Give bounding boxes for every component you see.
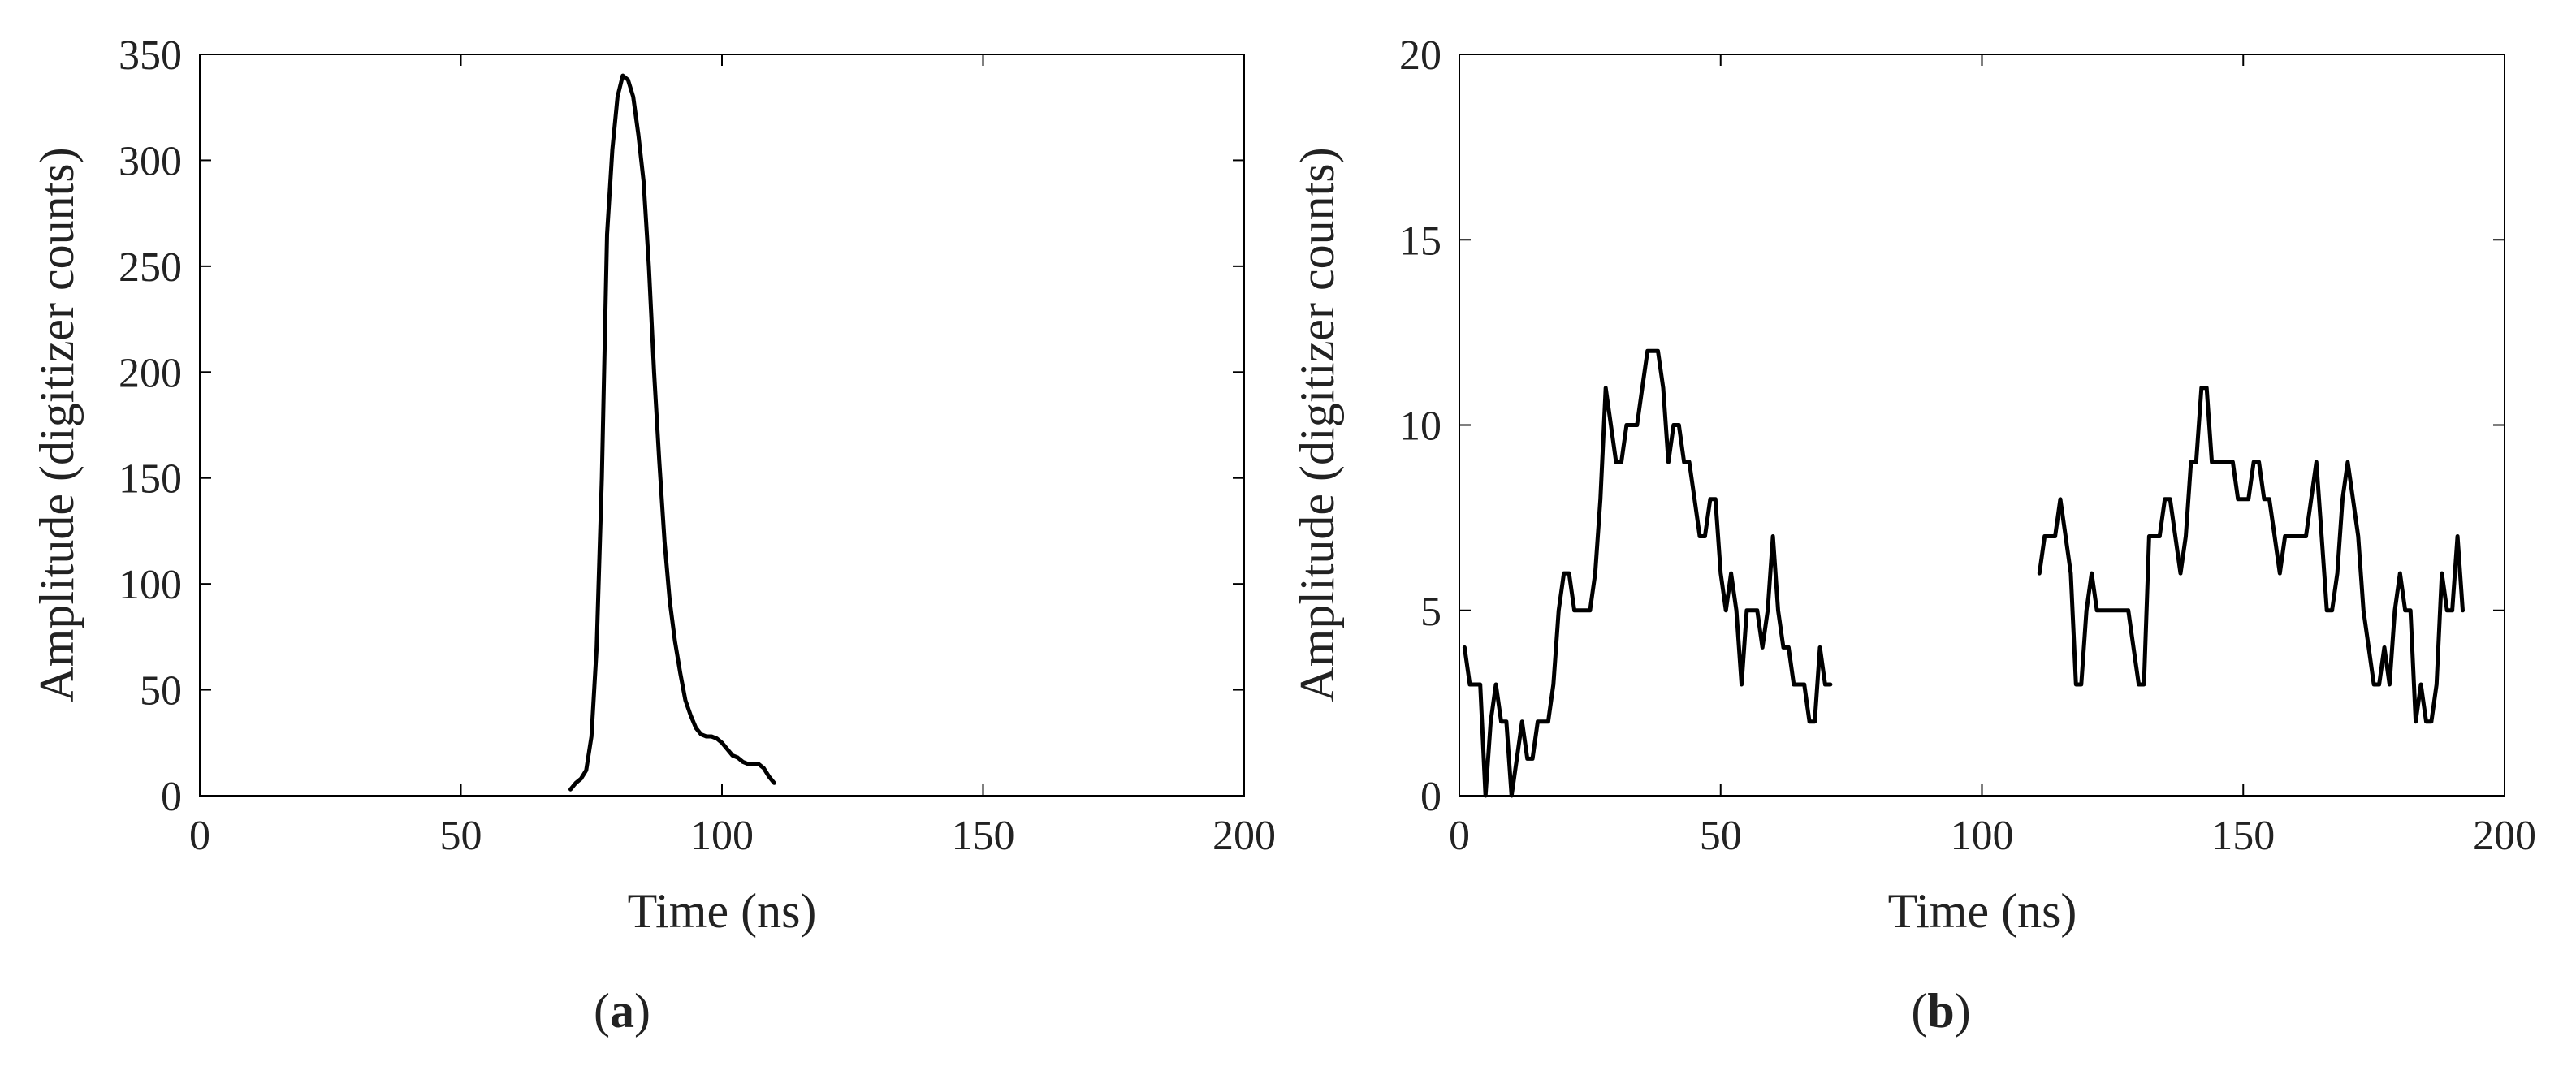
plot-frame-a [199, 54, 1245, 797]
panel-caption-b: (b) [1911, 984, 1970, 1038]
x-tick-marks-b [1459, 54, 2505, 796]
y-tick-label: 100 [119, 562, 182, 608]
x-tick-label: 150 [2211, 813, 2275, 859]
y-tick-label: 200 [119, 350, 182, 396]
x-tick-labels-a: 0 50 100 150 200 [189, 813, 1276, 859]
y-tick-label: 10 [1399, 404, 1441, 450]
y-tick-labels-b: 0 5 10 15 20 [1399, 32, 1441, 820]
y-tick-label: 150 [119, 456, 182, 503]
series-lines-b [1462, 348, 2465, 798]
x-tick-label: 150 [952, 813, 1015, 859]
y-tick-label: 15 [1399, 218, 1441, 264]
y-tick-label: 0 [161, 774, 182, 820]
y-tick-label: 300 [119, 138, 182, 184]
y-tick-label: 20 [1399, 32, 1441, 79]
plot-frame-b [1459, 54, 2505, 797]
series-line-a-1 [568, 73, 776, 792]
x-tick-marks-a [199, 54, 1245, 796]
y-axis-title-a: Amplitude (digitizer counts) [30, 147, 84, 702]
panel-caption-a: (a) [594, 984, 650, 1038]
series-line-b-1 [1462, 348, 1833, 798]
x-axis-title-b: Time (ns) [1888, 884, 2077, 938]
x-tick-label: 200 [1212, 813, 1276, 859]
x-tick-labels-b: 0 50 100 150 200 [1449, 813, 2536, 859]
y-tick-marks-b [1459, 54, 2505, 797]
series-lines-a [568, 73, 776, 792]
x-tick-label: 0 [189, 813, 210, 859]
y-tick-marks-a [200, 54, 1244, 797]
y-axis-title-b: Amplitude (digitizer counts) [1290, 147, 1344, 702]
y-tick-label: 350 [119, 32, 182, 79]
y-tick-label: 0 [1420, 774, 1441, 820]
y-tick-label: 250 [119, 244, 182, 291]
x-tick-label: 200 [2473, 813, 2536, 859]
panel-a: 0 50 100 150 200 250 300 350 0 50 100 150 200 Time … [30, 32, 1276, 1038]
x-tick-label: 0 [1449, 813, 1470, 859]
series-line-b-2 [2037, 386, 2465, 724]
x-tick-label: 100 [690, 813, 754, 859]
y-tick-label: 5 [1420, 589, 1441, 635]
x-tick-label: 100 [1951, 813, 2014, 859]
y-tick-labels-a: 0 50 100 150 200 250 300 350 [119, 32, 182, 820]
y-tick-label: 50 [140, 668, 182, 715]
x-tick-label: 50 [1700, 813, 1742, 859]
x-axis-title-a: Time (ns) [628, 884, 817, 938]
x-tick-label: 50 [440, 813, 482, 859]
panel-b: 0 5 10 15 20 0 50 100 150 200 Time (ns) Amplitud… [1290, 32, 2536, 1038]
